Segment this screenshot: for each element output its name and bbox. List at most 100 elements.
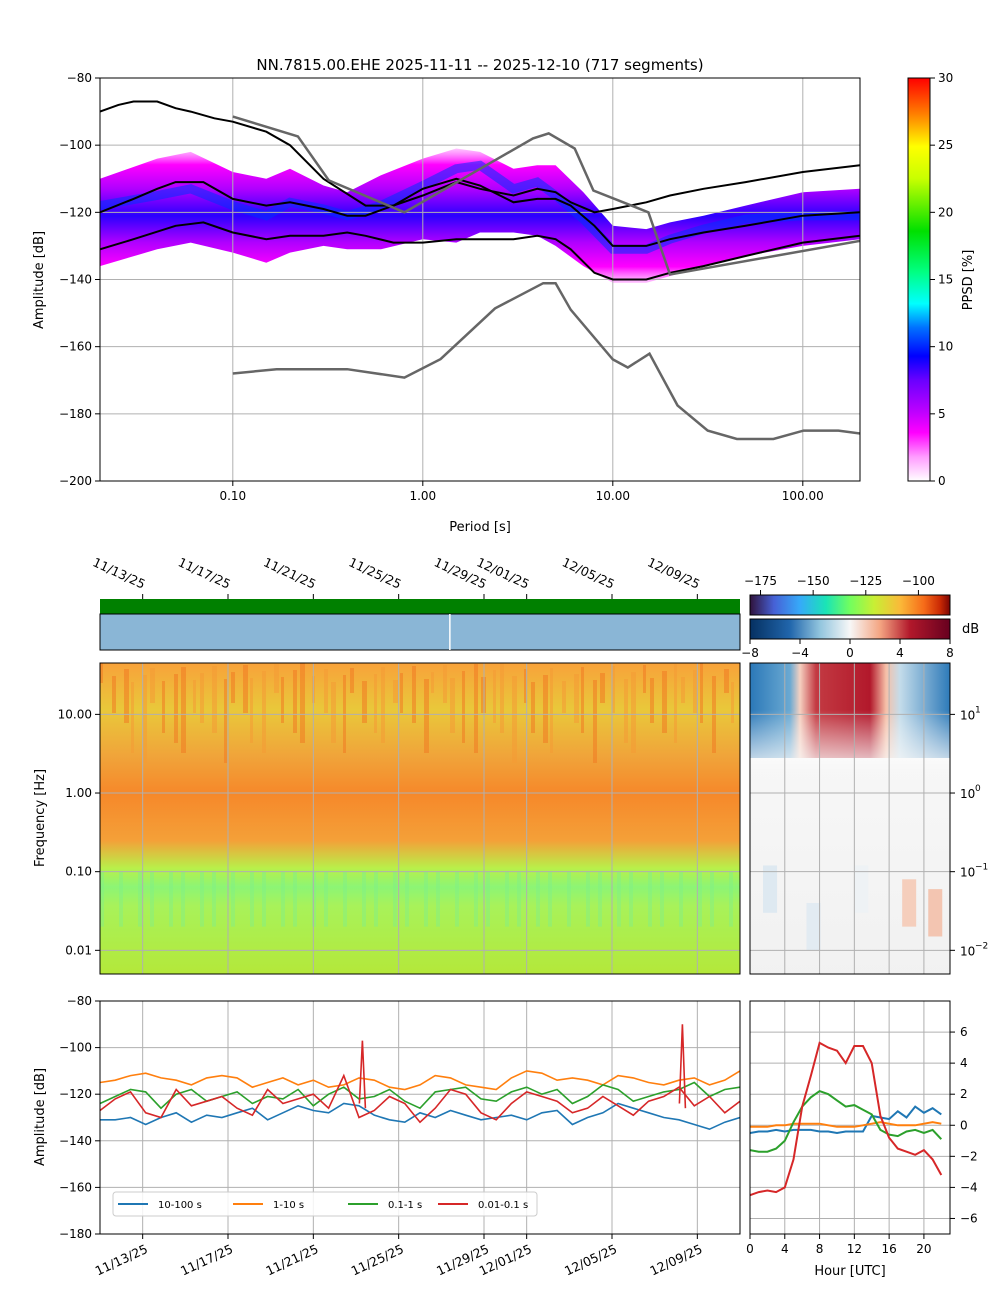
band-frame	[99, 1000, 741, 1235]
ppsd-y-tick-label: −120	[59, 205, 92, 219]
band-y-tick-label: −80	[67, 994, 92, 1008]
spectrogram-stripe	[274, 664, 279, 693]
diurnal-colorbar-tick-label: 4	[896, 646, 904, 660]
ppsd-x-tick-label: 10.00	[596, 489, 630, 503]
spectrogram-stripe	[493, 670, 496, 723]
spectrogram-stripe	[162, 681, 165, 733]
band-lines	[100, 1024, 740, 1131]
diurnal-heatmap-y-tick-base: 10	[960, 787, 975, 801]
band-date-tick-label: 11/13/25	[93, 1241, 150, 1278]
spectrogram-stripe	[567, 871, 571, 927]
spectrogram-colorbar-group: −175 −150 −125 −100 −8 −4 0 4 8 dB	[741, 574, 979, 660]
diurnal-y-tick-label: 6	[960, 1025, 968, 1039]
spectrogram-stripe	[374, 871, 378, 927]
band-line-1-10 s	[100, 1070, 740, 1091]
diurnal-heatmap-cell	[806, 902, 821, 951]
spectrogram-stripe	[412, 666, 416, 723]
diurnal-heatmap-y-tick-exponent: 1	[975, 705, 981, 715]
spectrogram-colorbar-tick-label: −100	[902, 574, 935, 588]
ppsd-grid	[100, 78, 860, 481]
diurnal-y-ticks: −6 −4 −2 0 2 4 6	[950, 1025, 978, 1225]
spectrogram-y-ticks: 0.01 0.10 1.00 10.00	[58, 707, 100, 957]
spectrogram-stripe	[424, 679, 429, 753]
spectrogram-stripe	[662, 671, 667, 733]
diurnal-y-tick-label: −4	[960, 1180, 978, 1194]
spectrogram-stripe	[112, 676, 116, 713]
spectrogram-stripe	[281, 677, 284, 723]
spectrogram-stripe	[455, 871, 459, 927]
spectrogram-stripe	[362, 871, 366, 927]
diurnal-frame	[749, 1000, 951, 1235]
spectrogram-y-tick-label: 10.00	[58, 707, 92, 721]
spectrogram-y-tick-label: 0.01	[65, 943, 92, 957]
band-y-tick-label: −180	[59, 1227, 92, 1241]
ppsd-y-tick-label: −80	[67, 71, 92, 85]
spectrogram-stripe	[124, 669, 129, 723]
ppsd-x-tick-label: 100.00	[782, 489, 824, 503]
spectrogram-stripe	[143, 675, 147, 763]
top-date-tick-label: 11/21/25	[261, 554, 318, 591]
spectrogram-stripe	[324, 669, 328, 713]
band-date-tick-label: 11/17/25	[178, 1241, 235, 1278]
ppsd-colorbar-tick-label: 20	[938, 205, 953, 219]
diurnal-x-tick-label: 8	[816, 1242, 824, 1256]
spectrogram-stripe	[729, 871, 733, 927]
spectrogram-stripe	[262, 671, 266, 753]
top-date-tick-label: 12/05/25	[560, 554, 617, 591]
spectrogram-stripe	[200, 871, 204, 927]
spectrogram-stripe	[443, 665, 447, 703]
spectrogram-stripe	[700, 663, 703, 723]
spectrogram-stripe	[181, 871, 185, 927]
availability-panel: 11/13/25 11/17/25 11/21/25 11/25/25 11/29/25…	[91, 554, 741, 651]
spectrogram-stripe	[517, 871, 521, 927]
spectrogram-ylabel: Frequency [Hz]	[33, 769, 48, 867]
diurnal-grid	[749, 1001, 950, 1234]
ppsd-ylabel: Amplitude [dB]	[32, 231, 47, 329]
spectrogram-stripe	[212, 666, 217, 733]
spectrogram-stripe	[550, 668, 553, 753]
spectrogram-stripe	[679, 871, 683, 927]
spectrogram-stripe	[500, 663, 504, 733]
ppsd-line-nhnm	[232, 115, 860, 276]
spectrogram-stripe	[486, 871, 490, 927]
spectrogram-stripe	[524, 669, 527, 703]
spectrogram-stripe	[350, 668, 354, 693]
band-legend-box	[112, 1191, 538, 1217]
spectrogram-stripe	[698, 871, 702, 927]
diurnal-line-0.01-0.1 s	[750, 1041, 943, 1197]
spectrogram-stripe	[562, 681, 566, 713]
spectrogram-stripe	[724, 669, 729, 693]
diurnal-heatmap-y-tick-exponent: −2	[975, 941, 988, 951]
spectrogram-stripe	[324, 871, 328, 927]
diurnal-y-tick-label: −2	[960, 1149, 978, 1163]
ppsd-colorbar-tick-label: 10	[938, 340, 953, 354]
spectrogram-stripe	[343, 871, 347, 927]
diurnal-x-tick-label: 0	[746, 1242, 754, 1256]
band-date-tick-label: 12/09/25	[647, 1241, 704, 1278]
diurnal-heatmap-y-tick-base: 10	[960, 944, 975, 958]
spectrogram-stripe	[281, 871, 285, 927]
diurnal-heatmap-cell	[854, 865, 869, 913]
spectrogram-stripe	[436, 871, 440, 927]
ppsd-x-tick-label: 0.10	[219, 489, 246, 503]
band-y-tick-label: −160	[59, 1180, 92, 1194]
spectrogram-stripe	[393, 680, 398, 703]
spectrogram-stripe	[505, 871, 509, 927]
band-line-10-100 s	[100, 1102, 740, 1131]
spectrogram-stripe	[250, 871, 254, 927]
spectrogram-stripe	[462, 671, 465, 743]
spectrogram-stripe	[574, 674, 579, 723]
spectrogram-stripe	[181, 667, 186, 753]
ppsd-panel: NN.7815.00.EHE 2025-11-11 -- 2025-12-10 …	[32, 56, 976, 535]
ppsd-density-band	[100, 148, 860, 283]
diurnal-lines	[750, 1041, 943, 1197]
band-y-tick-label: −120	[59, 1087, 92, 1101]
diurnal-heatmap-y-tick-base: 10	[960, 866, 975, 880]
spectrogram-stripe	[138, 871, 142, 927]
band-date-ticks: 11/13/25 11/17/25 11/21/25 11/25/25 11/29/25…	[93, 1234, 705, 1278]
spectrogram-colorbar-tick-label: −125	[849, 574, 882, 588]
ppsd-colorbar-tick-label: 25	[938, 138, 953, 152]
ppsd-colorbar-ticks: 0 5 10 15 20 25 30	[930, 71, 953, 488]
spectrogram-stripe	[474, 871, 478, 927]
